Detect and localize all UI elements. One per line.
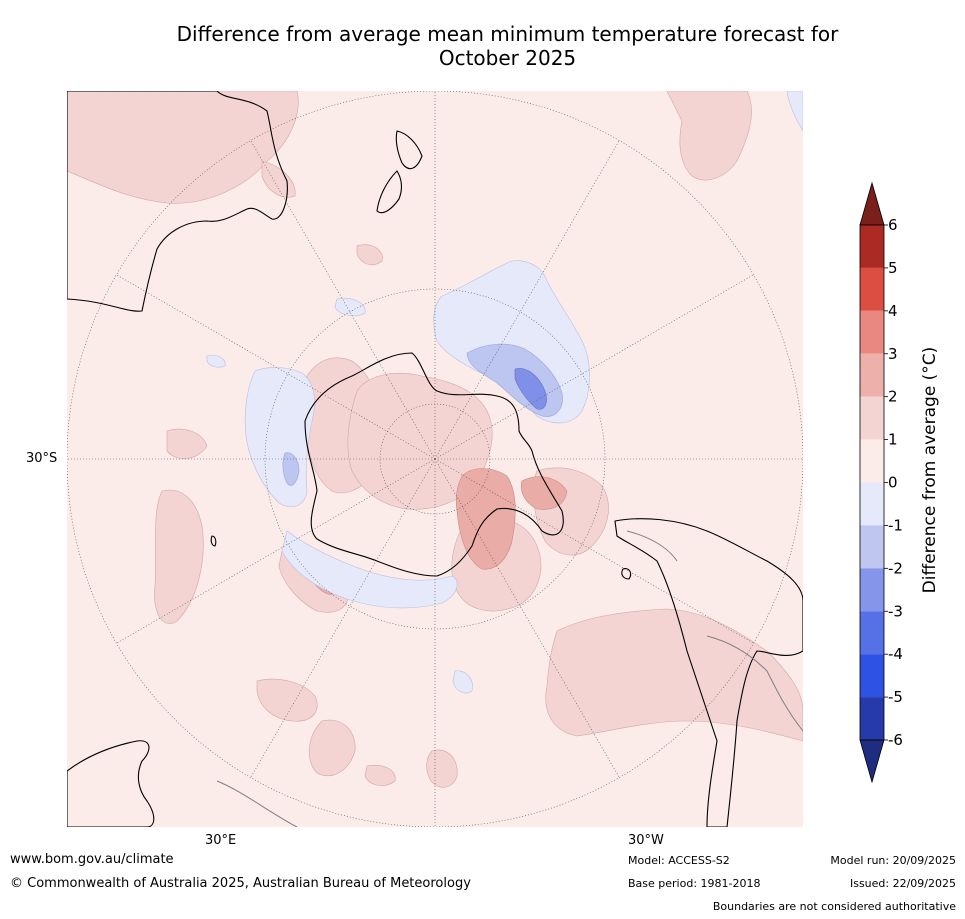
chart-title-line2: October 2025 — [438, 46, 577, 70]
patch-small-neg-3 — [206, 354, 226, 368]
colorbar-band-1 — [860, 267, 884, 311]
coast-new-zealand-south — [376, 170, 402, 214]
footer-copyright: © Commonwealth of Australia 2025, Austra… — [10, 876, 471, 891]
colorbar-band-3 — [860, 353, 884, 397]
colorbar-tick-label-3: 3 — [888, 345, 898, 363]
colorbar-tick-label-0: 6 — [888, 216, 898, 234]
patch-small-neg-2 — [452, 670, 473, 694]
chart-title-line1: Difference from average mean minimum tem… — [176, 22, 839, 46]
graticule — [67, 91, 803, 827]
footer-issued: Issued: 22/09/2025 — [849, 877, 956, 890]
footer-disclaimer: Boundaries are not considered authoritat… — [712, 900, 956, 913]
meridian-30 — [434, 274, 754, 460]
meridian-240 — [250, 458, 436, 778]
coast-madagascar — [210, 535, 217, 547]
footer-website: www.bom.gov.au/climate — [10, 852, 174, 867]
country-borders — [216, 530, 803, 827]
border-africa — [216, 780, 298, 827]
meridian-150 — [116, 274, 436, 460]
patch-small-1 — [166, 428, 208, 459]
colorbar-band-7 — [860, 525, 884, 569]
meridian-330 — [434, 458, 754, 644]
colorbar-band-4 — [860, 396, 884, 440]
colorbar-tick-label-1: 5 — [888, 259, 898, 277]
meridian-300 — [434, 458, 620, 778]
border-south-america-1 — [706, 635, 803, 732]
patch-indian-ocean-north — [67, 91, 299, 204]
colorbar-band-10 — [860, 654, 884, 698]
patch-east-antarctic-neg — [282, 452, 300, 486]
patch-tasman — [356, 244, 383, 265]
colorbar-band-5 — [860, 439, 884, 483]
colorbar: 6 5 4 3 2 1 0 -1 -2 -3 -4 -5 -6 — [855, 180, 965, 785]
patch-pacific-northeast — [666, 91, 752, 181]
colorbar-tick-label-9: -3 — [888, 602, 903, 620]
colorbar-extend-over — [859, 181, 885, 226]
latitude-circle-60s — [264, 288, 606, 630]
colorbar-tick-label-4: 2 — [888, 388, 898, 406]
colorbar-tick-label-8: -2 — [888, 559, 903, 577]
patch-africa-east — [256, 678, 318, 722]
coast-new-zealand-north — [395, 130, 423, 170]
patch-indian-west — [154, 489, 204, 624]
colorbar-tick-label-10: -4 — [888, 645, 903, 663]
colorbar-band-11 — [860, 697, 884, 740]
patch-near-australia — [261, 160, 296, 198]
coast-south-america — [614, 518, 803, 827]
border-south-america-2 — [626, 530, 678, 562]
meridian-60 — [434, 140, 620, 460]
colorbar-tick-label-11: -5 — [888, 688, 903, 706]
colorbar-tick-label-12: -6 — [888, 731, 903, 749]
latitude-label-30s: 30°S — [26, 451, 58, 466]
colorbar-label: Difference from average (°C) — [920, 346, 940, 594]
colorbar-band-9 — [860, 611, 884, 655]
colorbar-extend-under — [859, 739, 885, 784]
coast-africa — [67, 740, 155, 827]
footer-base-period: Base period: 1981-2018 — [628, 877, 761, 890]
longitude-label-30e: 30°E — [205, 833, 237, 848]
coast-antarctica — [304, 352, 564, 577]
coastlines — [67, 91, 803, 827]
colorbar-tick-label-2: 4 — [888, 302, 898, 320]
colorbar-band-2 — [860, 310, 884, 354]
colorbar-tick-label-6: 0 — [888, 474, 898, 492]
coast-australia — [67, 91, 288, 312]
colorbar-title: Difference from average (°C) — [890, 300, 965, 640]
polar-map — [67, 91, 803, 827]
colorbar-band-6 — [860, 482, 884, 526]
chart-title: Difference from average mean minimum tem… — [0, 22, 965, 70]
patch-small-neg-1 — [334, 298, 366, 317]
footer-model: Model: ACCESS-S2 — [628, 854, 730, 867]
patch-small-2 — [364, 764, 396, 786]
patch-amundsen-core — [514, 368, 547, 410]
colorbar-tick-label-5: 1 — [888, 431, 898, 449]
patch-south-atlantic-west — [426, 749, 458, 788]
anomaly-negative-2-3-regions — [514, 368, 547, 410]
meridian-210 — [116, 458, 436, 644]
patch-antarctic-ring-south — [281, 530, 458, 609]
patch-africa-southeast — [309, 719, 356, 777]
colorbar-tick-label-7: -1 — [888, 516, 903, 534]
longitude-label-30w: 30°W — [628, 833, 664, 848]
patch-corner-neg — [786, 91, 803, 132]
coast-falklands — [621, 568, 632, 580]
colorbar-band-8 — [860, 568, 884, 612]
colorbar-band-0 — [860, 225, 884, 268]
footer-model-run: Model run: 20/09/2025 — [830, 854, 956, 867]
meridian-120 — [250, 140, 436, 460]
